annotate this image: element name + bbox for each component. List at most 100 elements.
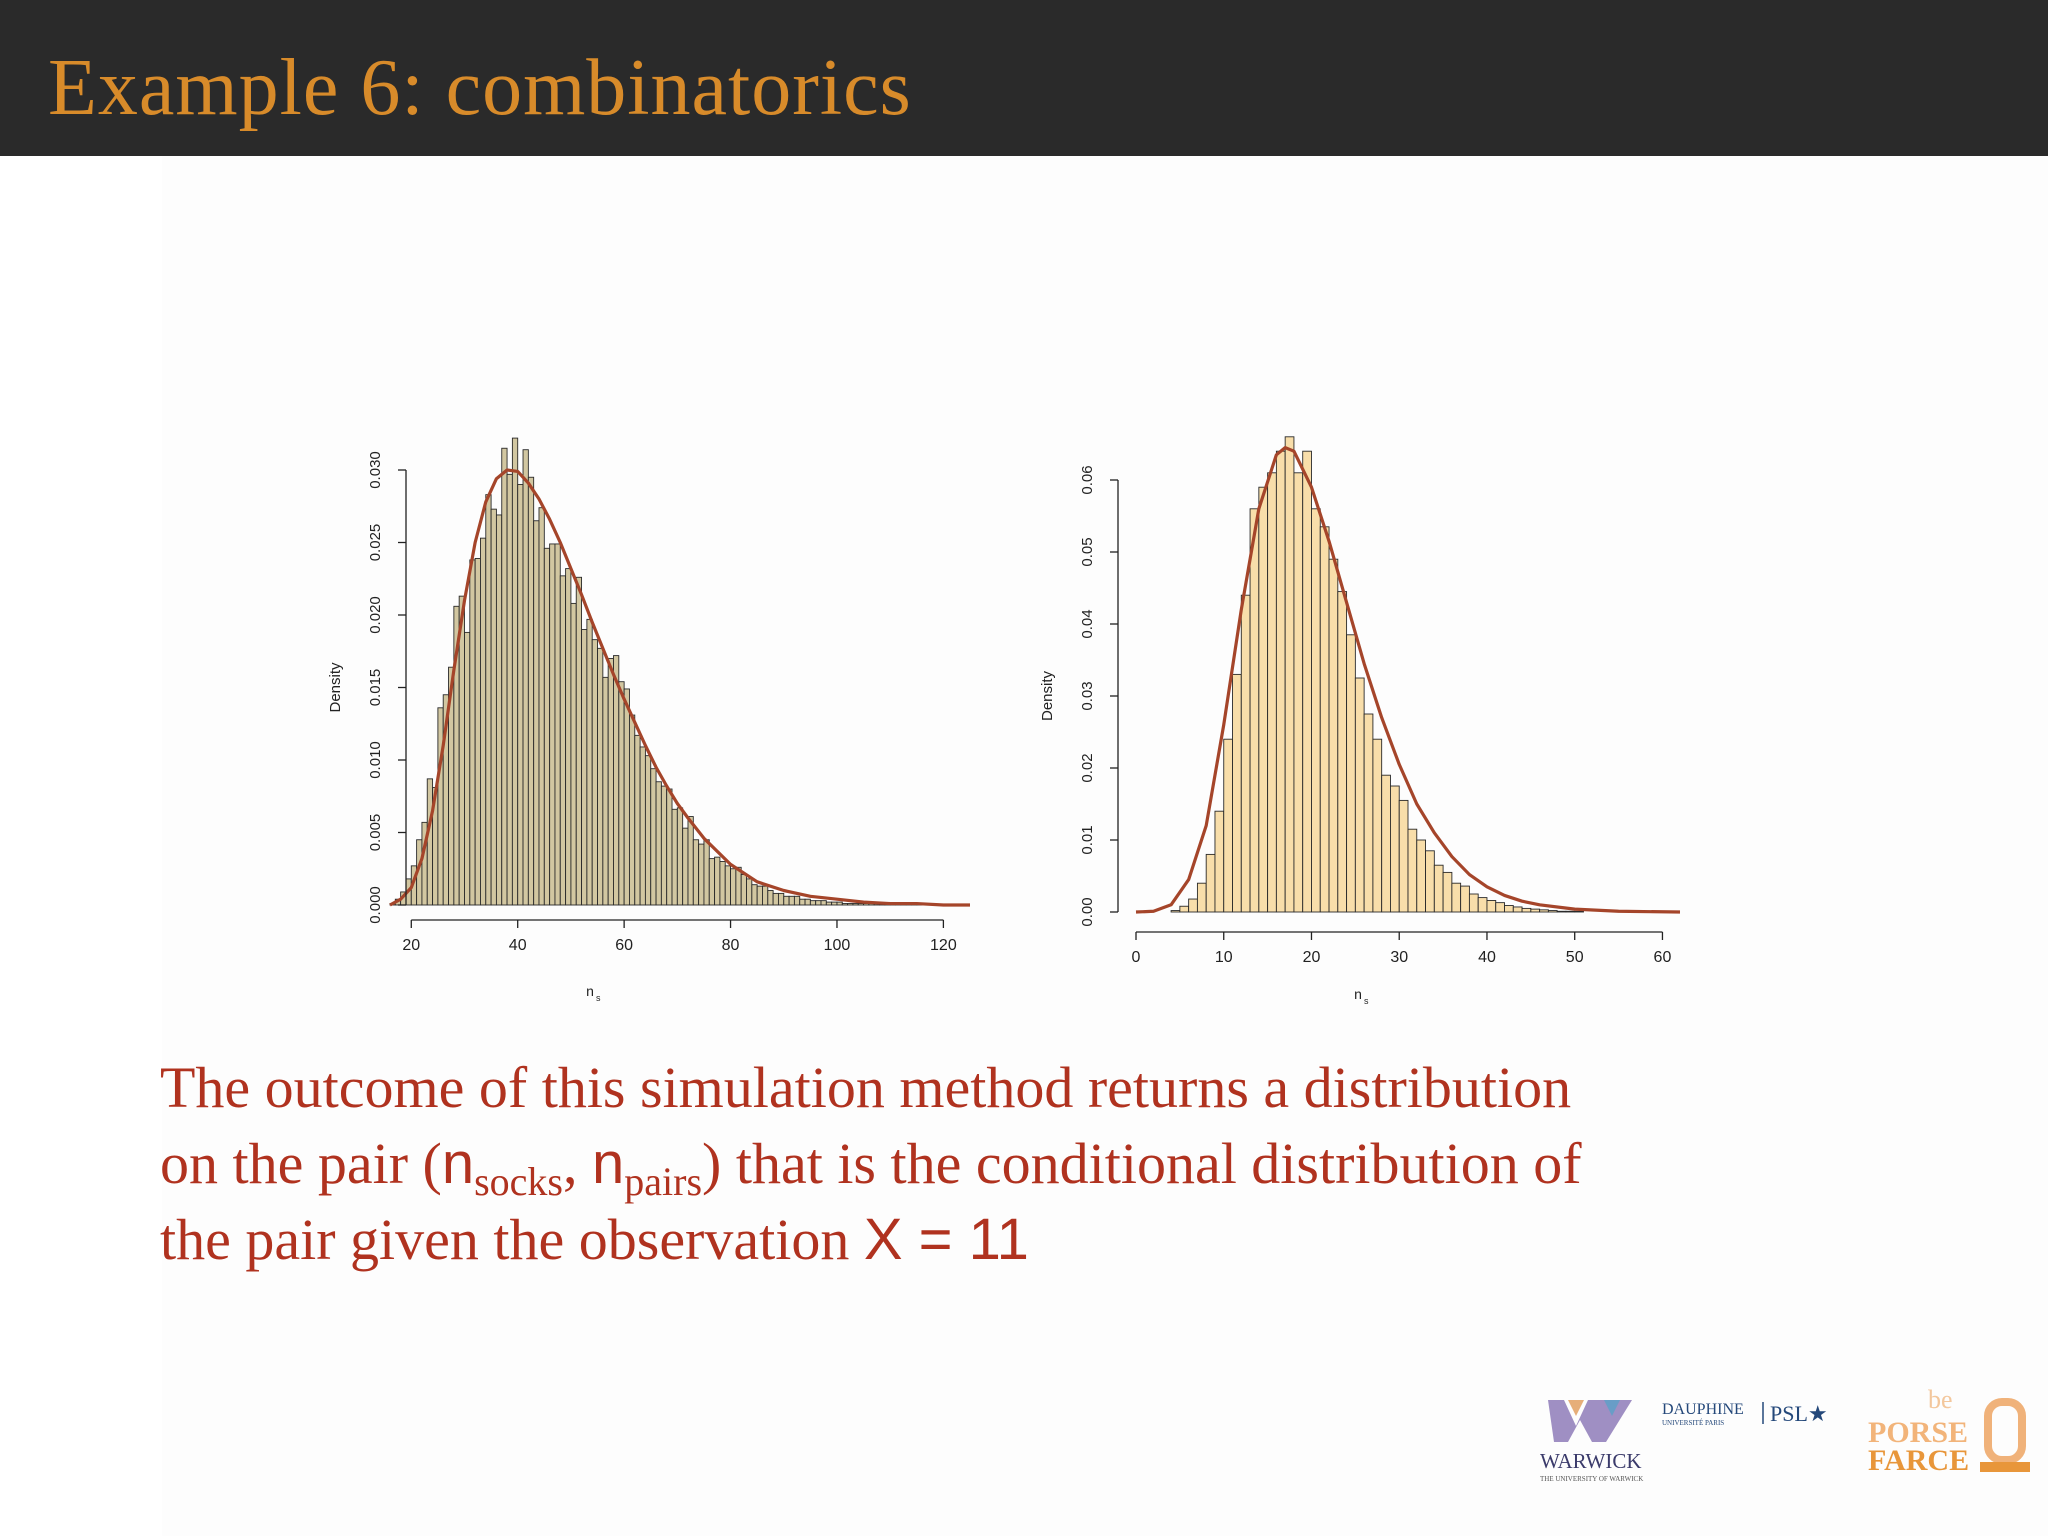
x-tick-label: 80 [722,937,740,954]
density-curve [389,468,970,907]
x-axis-label-subscript: s [1364,996,1369,1006]
y-tick-label: 0.05 [1079,537,1096,566]
x-tick-label: 120 [930,937,957,954]
histogram-bar [767,890,774,906]
x-axis: 0 10 20 30 40 50 60 [1132,931,1671,966]
histogram-bar [1381,774,1391,913]
histogram-bar [1258,486,1269,913]
histogram-bar [628,714,636,906]
histogram-bar [1337,591,1348,913]
histogram-bar [788,895,795,906]
histogram-bar [804,898,811,906]
histogram-bar [464,631,471,906]
histogram-bar [777,892,785,906]
y-tick-label: 0.06 [1079,465,1096,494]
histogram-bar [527,476,535,906]
subscript-pairs: pairs [624,1159,703,1204]
histogram-bar [756,885,763,906]
equation-x-equals-11: X = 11 [863,1207,1029,1272]
histogram-bar [559,575,567,906]
dauphine-psl-logo: DAUPHINE UNIVERSITÉ PARIS PSL★ [1662,1401,1828,1427]
histogram-bar [1205,853,1216,913]
histogram-bar [570,602,577,906]
histogram-bar [1363,713,1374,913]
histogram-bar [852,903,859,906]
histogram-bar [735,866,742,906]
histogram-bar [607,658,614,906]
x-tick-label: 40 [1478,949,1496,966]
x-axis-label: n [1354,986,1362,1002]
histogram-bar [1565,910,1576,913]
histogram-bar [1512,906,1523,913]
histogram-bar [1196,882,1207,913]
histogram-bar [1398,799,1409,913]
histogram-bar [746,878,753,906]
histogram-bar [1372,738,1383,913]
histogram-bars [1170,436,1584,913]
body-line-3-start: the pair given the observation [160,1207,864,1272]
histogram-bar [501,447,508,906]
histogram-bar [783,895,790,906]
bpf-line-1: be [1928,1385,1953,1414]
y-tick-label: 0.02 [1079,753,1096,782]
histogram-bar [762,885,769,906]
histogram-bar [1556,910,1567,913]
histogram-bar [660,785,668,906]
histogram-bar [639,746,646,906]
histogram-bar [655,781,662,906]
y-tick-label: 0.01 [1079,825,1096,854]
subscript-socks: socks [474,1159,563,1204]
histogram-right-svg: 0.00 0.01 0.02 0.03 0.04 0.05 0.06 Density 0 10 20… [1039,436,1681,1006]
histogram-bar [597,647,604,906]
histogram-bar [1495,902,1505,913]
histogram-bar [1346,634,1356,913]
histogram-bar [1407,828,1418,913]
dauphine-subtitle: UNIVERSITÉ PARIS [1662,1419,1724,1427]
comma: , [563,1131,592,1196]
histogram-bar [1267,472,1277,913]
histogram-bar [511,437,519,906]
histogram-bar [1328,558,1339,913]
histogram-bar [740,874,747,906]
y-tick-label: 0.000 [367,886,384,924]
histogram-bar [682,827,689,906]
slide-title: Example 6: combinatorics [48,44,912,132]
histogram-bar [714,856,721,906]
histogram-bar [495,514,503,906]
histogram-bar [1504,905,1514,913]
x-tick-label: 30 [1390,949,1408,966]
x-tick-label: 10 [1215,949,1233,966]
slide-header: Example 6: combinatorics [0,0,2048,156]
be-porse-farce-logo: be PORSE FARCE [1868,1385,2030,1477]
histogram-bar [469,559,476,906]
histogram-bar [1390,785,1400,913]
histogram-bar [458,595,465,906]
body-line-1: The outcome of this simulation method re… [160,1055,1572,1120]
histogram-bar [522,449,529,906]
histogram-bar [480,537,487,906]
histogram-bar [490,508,497,906]
histogram-bar [1521,907,1532,913]
density-curve [1135,446,1681,914]
histogram-bar [474,557,481,906]
histogram-bar [1249,508,1260,913]
x-axis-label-subscript: s [596,993,601,1003]
x-axis-label: n [586,983,594,999]
histogram-bar [644,755,652,906]
histogram-bar [857,903,865,906]
histogram-bar [841,903,849,906]
histogram-bar [1354,677,1365,913]
histogram-bar [554,543,561,906]
histogram-bar [698,843,705,906]
histogram-bar [426,778,434,906]
y-tick-label: 0.00 [1079,897,1096,926]
slide-body-text: The outcome of this simulation method re… [160,1050,1900,1278]
histogram-bar [793,895,801,906]
var-n-pairs: n [592,1131,625,1196]
histogram-bar [602,676,609,906]
histogram-bar [719,861,726,906]
x-tick-label: 40 [509,937,527,954]
histogram-bar [613,655,620,906]
x-tick-label: 20 [402,937,420,954]
histogram-bar [772,892,779,906]
